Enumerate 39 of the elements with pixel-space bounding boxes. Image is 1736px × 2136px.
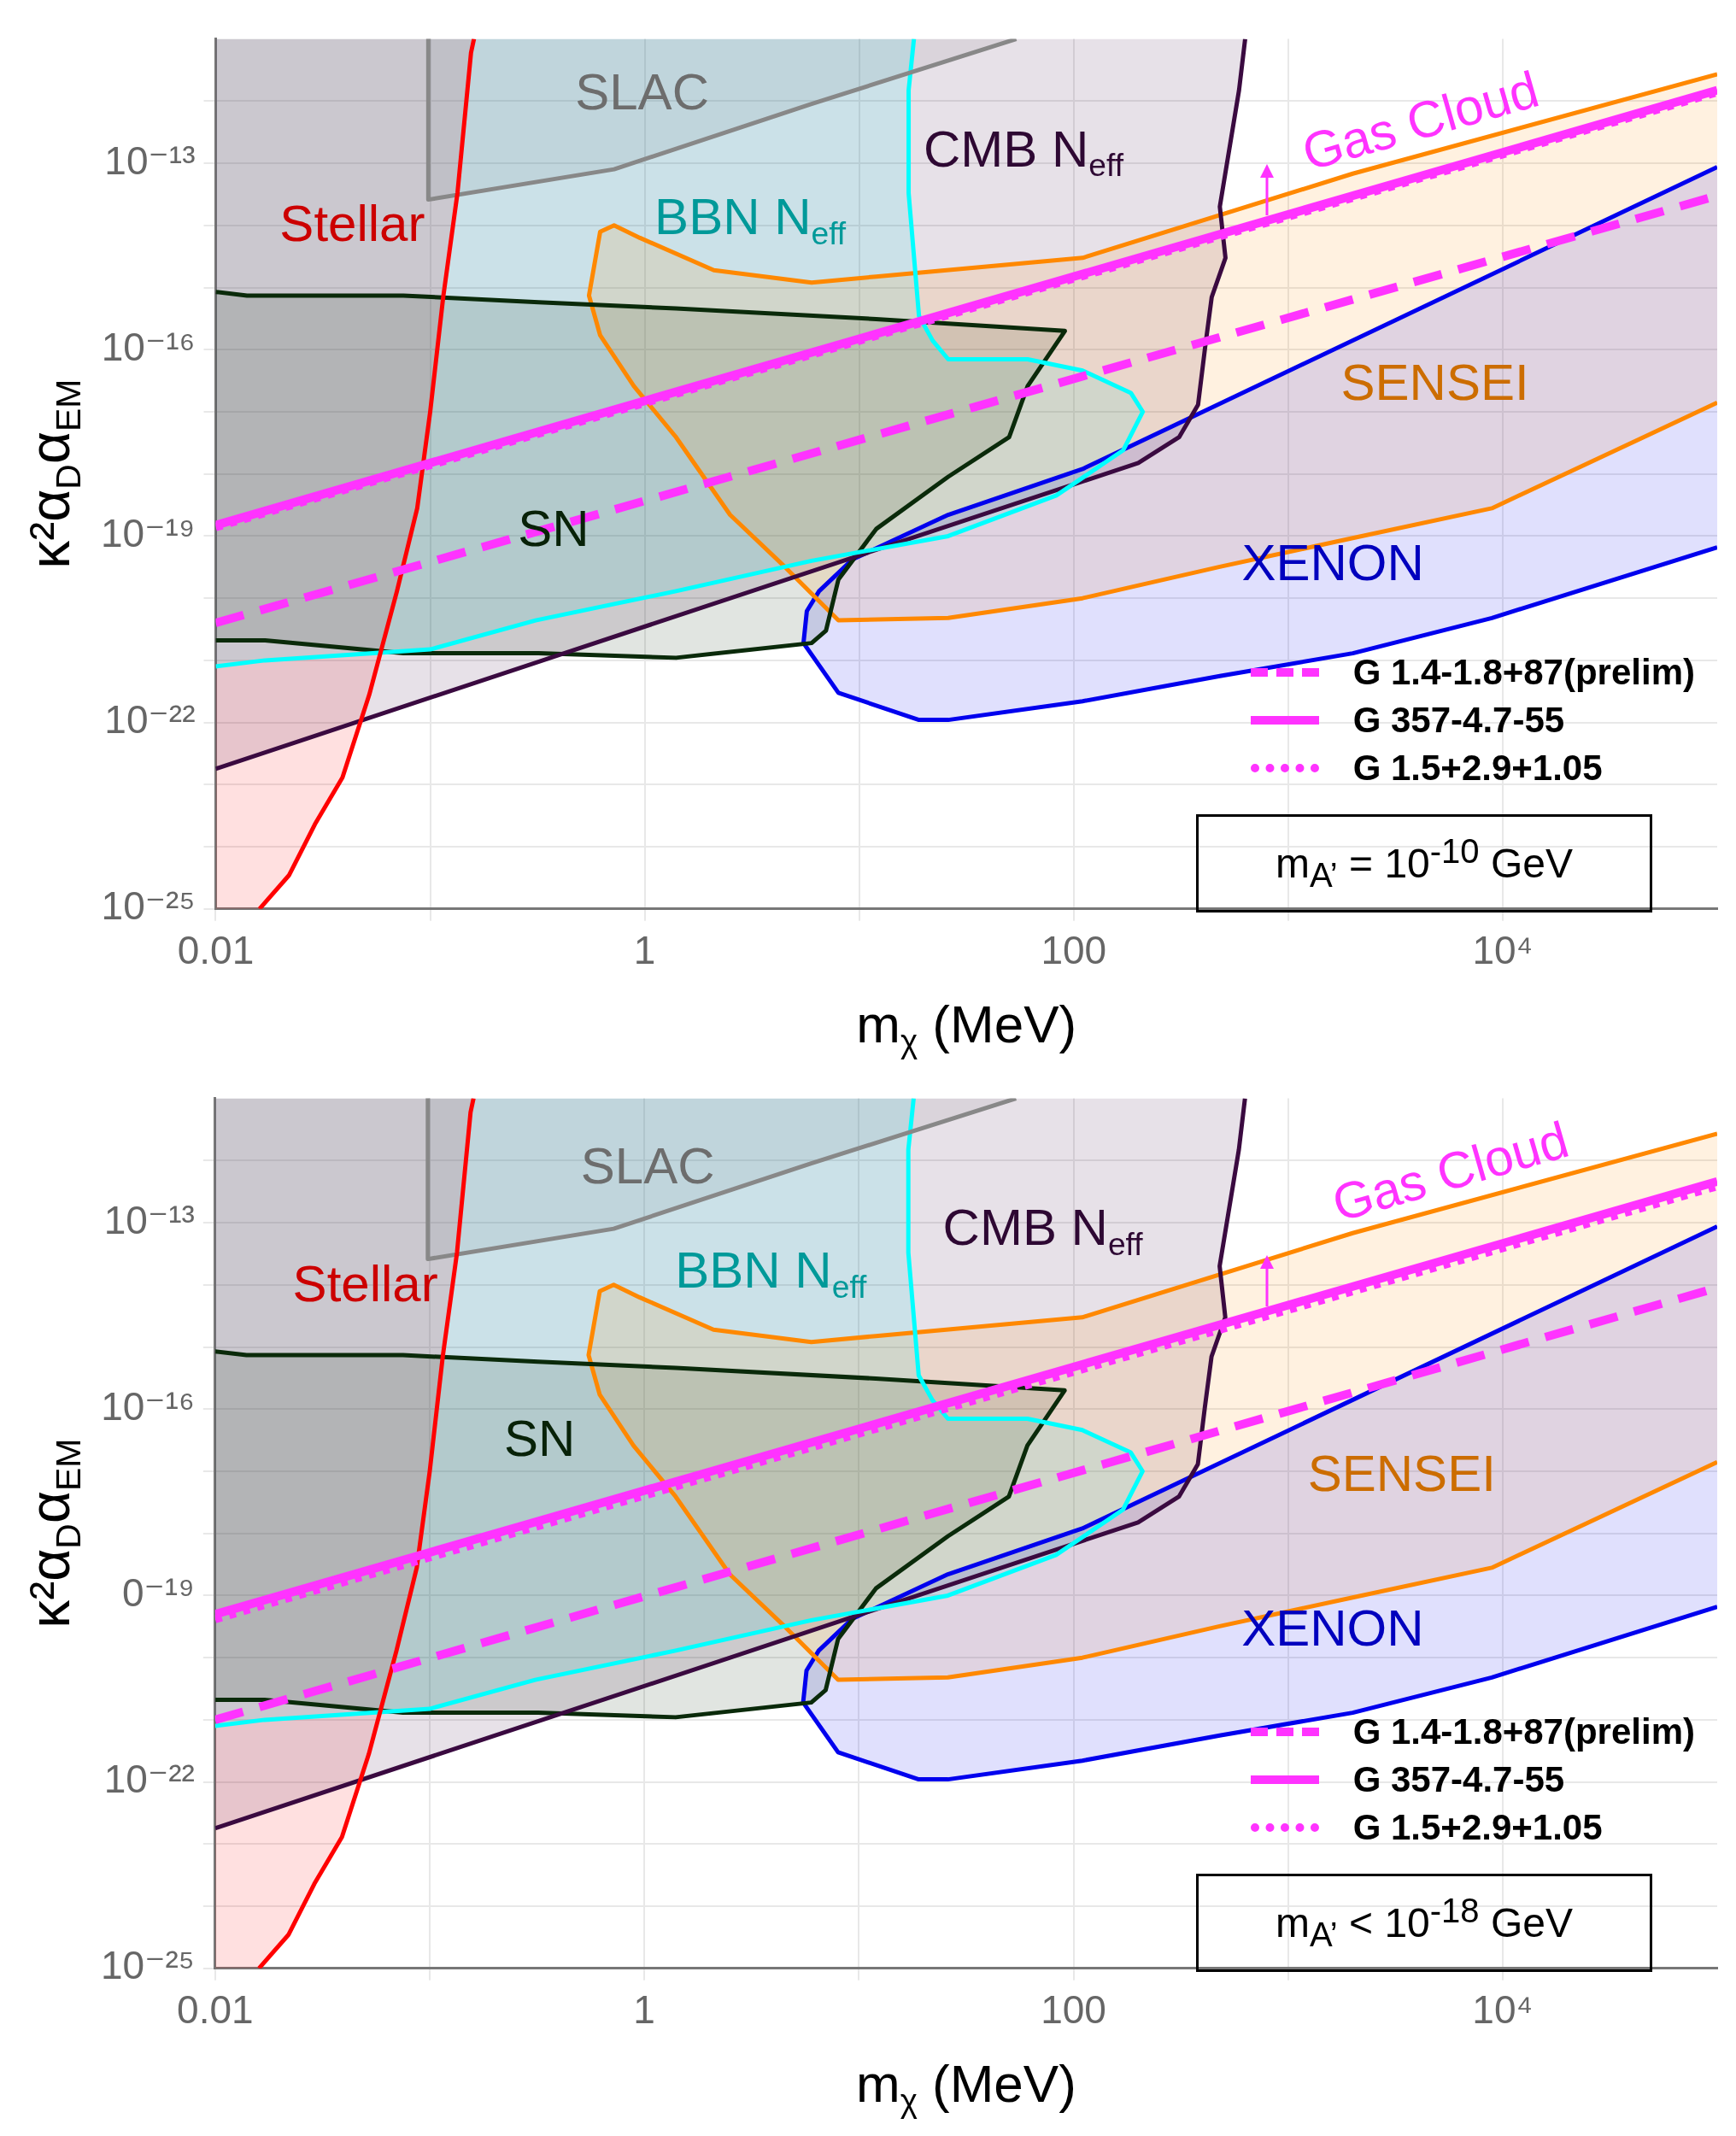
annotation: XENON: [1241, 1599, 1424, 1658]
y-tick-label: 10⁻²⁵: [101, 883, 196, 929]
y-tick-label: 10⁻¹³: [103, 1197, 195, 1242]
legend-label: G 1.5+2.9+1.05: [1352, 1807, 1603, 1849]
annotation: Gas Cloud: [1296, 60, 1545, 182]
y-axis-title: κ²αDαEM: [18, 378, 89, 569]
annotation: Stellar: [292, 1255, 438, 1313]
legend-label: G 357-4.7-55: [1352, 1759, 1565, 1801]
x-tick-label: 10⁴: [1472, 928, 1534, 973]
legend-label: G 357-4.7-55: [1352, 700, 1565, 742]
annotation: Stellar: [279, 195, 425, 253]
legend-label: G 1.4-1.8+87(prelim): [1352, 652, 1695, 694]
annotation: SLAC: [575, 63, 709, 121]
x-tick-label: 10⁴: [1472, 1987, 1534, 2033]
annotation: Gas Cloud: [1326, 1111, 1575, 1233]
annotation: SN: [503, 1410, 576, 1468]
annotation: XENON: [1241, 534, 1424, 592]
y-tick-label: 10⁻²²: [103, 1757, 195, 1802]
x-tick-label: 100: [1041, 1987, 1106, 2033]
y-tick-label: 10⁻¹⁹: [100, 511, 196, 556]
y-tick-label: 10⁻¹³: [104, 138, 196, 183]
annotation: m$_{A’}$ < 10$^{-18}$ GeV: [1196, 1874, 1652, 1972]
x-tick-label: 0.01: [177, 1987, 254, 2033]
x-tick-label: 0.01: [177, 928, 255, 973]
y-tick-label: 10⁻²²: [104, 697, 196, 742]
x-tick-label: 100: [1041, 928, 1107, 973]
y-tick-label: 10⁻¹⁶: [101, 324, 196, 369]
x-tick-label: 1: [633, 1987, 655, 2033]
annotation: SLAC: [580, 1136, 715, 1194]
annotation: m$_{A’}$ = 10$^{-10}$ GeV: [1196, 814, 1652, 912]
x-tick-label: 1: [633, 928, 656, 973]
y-tick-label: 10⁻²⁵: [100, 1943, 195, 1988]
y-tick-label: 0⁻¹⁹: [121, 1570, 195, 1616]
annotation: SENSEI: [1340, 354, 1529, 412]
legend-label: G 1.5+2.9+1.05: [1352, 748, 1603, 789]
y-axis-title: κ²αDαEM: [18, 1438, 89, 1628]
annotation: SENSEI: [1307, 1445, 1496, 1503]
legend-label: G 1.4-1.8+87(prelim): [1352, 1711, 1695, 1753]
y-tick-label: 10⁻¹⁶: [101, 1383, 195, 1429]
